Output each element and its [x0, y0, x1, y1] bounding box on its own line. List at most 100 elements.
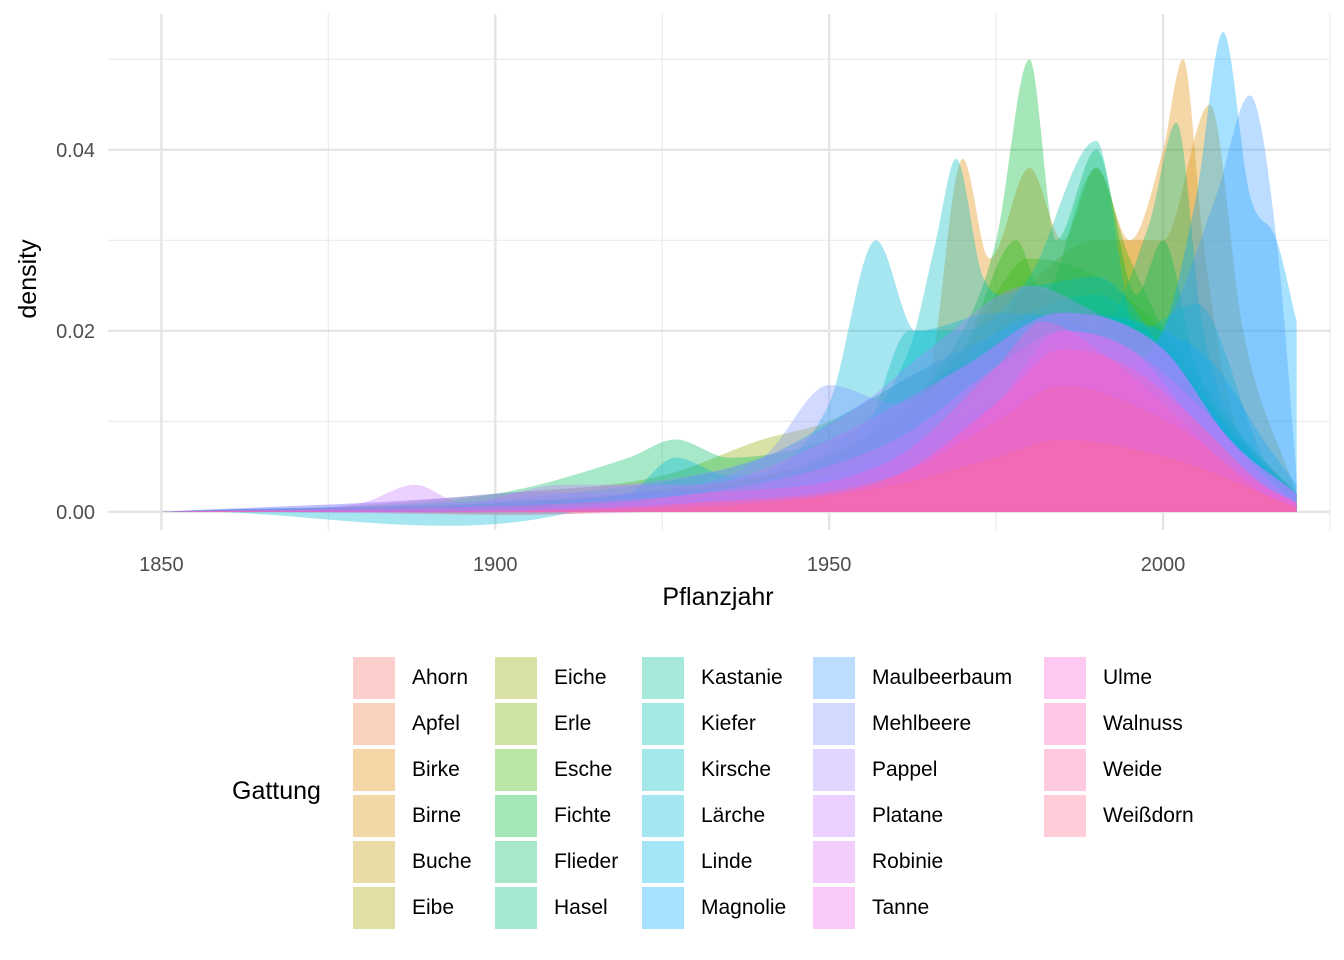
legend-key-swatch — [1044, 703, 1086, 745]
legend-item-weide: Weide — [1044, 747, 1194, 793]
legend-item-birne: Birne — [353, 793, 472, 839]
legend-label: Platane — [872, 804, 944, 827]
legend-key-swatch — [642, 795, 684, 837]
legend-label: Birke — [412, 758, 460, 781]
density-areas — [161, 32, 1297, 526]
x-axis-tick-labels: 1850 1900 1950 2000 — [139, 554, 1185, 576]
minor-gridlines — [108, 14, 1331, 530]
legend-label: Lärche — [701, 804, 766, 827]
legend-label: Kirsche — [701, 758, 772, 781]
density-area-esche — [161, 167, 1297, 512]
density-area-linde — [161, 312, 1297, 512]
density-area-weissdorn — [161, 439, 1297, 512]
y-tick-label: 0.00 — [56, 502, 95, 524]
legend-item-erle: Erle — [495, 701, 618, 747]
legend-key-swatch — [353, 749, 395, 791]
legend-label: Magnolie — [701, 896, 787, 919]
legend-column: Maulbeerbaum Mehlbeere Pappel Platane Robini… — [813, 655, 1012, 931]
density-area-laerche — [161, 240, 1297, 526]
legend-item-weissdorn: Weißdorn — [1044, 793, 1194, 839]
legend-key-swatch — [813, 795, 855, 837]
legend-label: Ulme — [1103, 666, 1153, 689]
density-area-kastanie — [161, 294, 1297, 512]
legend-item-robinie: Robinie — [813, 839, 1012, 885]
legend-item-hasel: Hasel — [495, 885, 618, 931]
legend-key-swatch — [495, 657, 537, 699]
legend-key-swatch — [642, 749, 684, 791]
legend-label: Kastanie — [701, 666, 783, 689]
y-axis-title: density — [14, 239, 42, 319]
density-area-weide — [161, 385, 1297, 512]
legend-key-swatch — [813, 887, 855, 929]
density-area-eiche — [161, 330, 1297, 512]
x-tick-label: 2000 — [1141, 554, 1186, 576]
density-area-erle — [161, 258, 1297, 512]
legend-item-linde: Linde — [642, 839, 786, 885]
legend-label: Hasel — [554, 896, 608, 919]
legend-key-swatch — [642, 703, 684, 745]
density-area-walnuss — [161, 348, 1297, 512]
legend-label: Eibe — [412, 896, 455, 919]
density-area-kirsche — [161, 158, 1297, 512]
legend-key-swatch — [495, 703, 537, 745]
legend-item-mehlbeere: Mehlbeere — [813, 701, 1012, 747]
legend-column: Kastanie Kiefer Kirsche Lärche Linde Magnolie — [642, 655, 786, 931]
density-area-maulbeerbaum — [161, 95, 1297, 512]
legend-label: Buche — [412, 850, 472, 873]
density-area-birne — [161, 104, 1297, 515]
legend-label: Ahorn — [412, 666, 469, 689]
legend-item-apfel: Apfel — [353, 701, 472, 747]
legend-item-esche: Esche — [495, 747, 618, 793]
legend-key-swatch — [353, 795, 395, 837]
density-area-pappel — [161, 285, 1297, 512]
legend-key-swatch — [353, 657, 395, 699]
legend-item-kastanie: Kastanie — [642, 655, 786, 701]
legend-item-kirsche: Kirsche — [642, 747, 786, 793]
y-tick-label: 0.02 — [56, 321, 95, 343]
legend-item-eiche: Eiche — [495, 655, 618, 701]
legend-label: Maulbeerbaum — [872, 666, 1013, 689]
x-tick-label: 1900 — [473, 554, 518, 576]
legend-key-swatch — [1044, 749, 1086, 791]
density-chart: 1850 1900 1950 2000 0.00 0.02 0.04 Pflanzjahr… — [14, 14, 1331, 611]
legend-key-swatch — [813, 841, 855, 883]
legend-item-laerche: Lärche — [642, 793, 786, 839]
legend-item-tanne: Tanne — [813, 885, 1012, 931]
legend-label: Kiefer — [701, 712, 756, 735]
legend-key-swatch — [642, 657, 684, 699]
legend-key-swatch — [1044, 795, 1086, 837]
legend-label: Eiche — [554, 666, 607, 689]
legend-item-magnolie: Magnolie — [642, 885, 786, 931]
legend-item-maulbeerbaum: Maulbeerbaum — [813, 655, 1012, 701]
legend-item-ahorn: Ahorn — [353, 655, 472, 701]
legend-label: Mehlbeere — [872, 712, 972, 735]
y-axis-tick-labels: 0.00 0.02 0.04 — [56, 140, 95, 524]
legend-column: Ahorn Apfel Birke Birne Buche Eibe — [353, 655, 472, 931]
density-area-ulme — [161, 321, 1297, 512]
density-area-platane — [161, 312, 1297, 512]
major-gridlines — [108, 14, 1330, 530]
density-area-flieder — [161, 330, 1297, 512]
density-area-birke — [161, 59, 1297, 513]
legend-key-swatch — [495, 887, 537, 929]
density-area-ahorn — [161, 330, 1297, 512]
x-axis-title: Pflanzjahr — [662, 583, 773, 611]
legend-key-swatch — [813, 657, 855, 699]
legend-label: Erle — [554, 712, 592, 735]
legend-item-pappel: Pappel — [813, 747, 1012, 793]
legend-label: Flieder — [554, 850, 619, 873]
legend-label: Robinie — [872, 850, 944, 873]
x-tick-label: 1850 — [139, 554, 184, 576]
legend-label: Birne — [412, 804, 462, 827]
legend-item-buche: Buche — [353, 839, 472, 885]
density-area-buche — [161, 312, 1297, 512]
legend-item-flieder: Flieder — [495, 839, 618, 885]
legend-label: Pappel — [872, 758, 938, 781]
legend-label: Weißdorn — [1103, 804, 1194, 827]
legend-item-fichte: Fichte — [495, 793, 618, 839]
legend-label: Linde — [701, 850, 753, 873]
legend-key-swatch — [495, 841, 537, 883]
legend-key-swatch — [353, 841, 395, 883]
legend-key-swatch — [813, 749, 855, 791]
density-area-hasel — [161, 122, 1297, 512]
